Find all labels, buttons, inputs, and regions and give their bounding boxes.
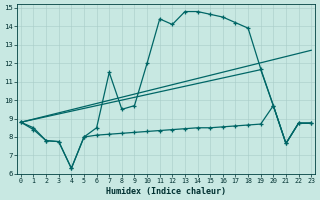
X-axis label: Humidex (Indice chaleur): Humidex (Indice chaleur) [106,187,226,196]
